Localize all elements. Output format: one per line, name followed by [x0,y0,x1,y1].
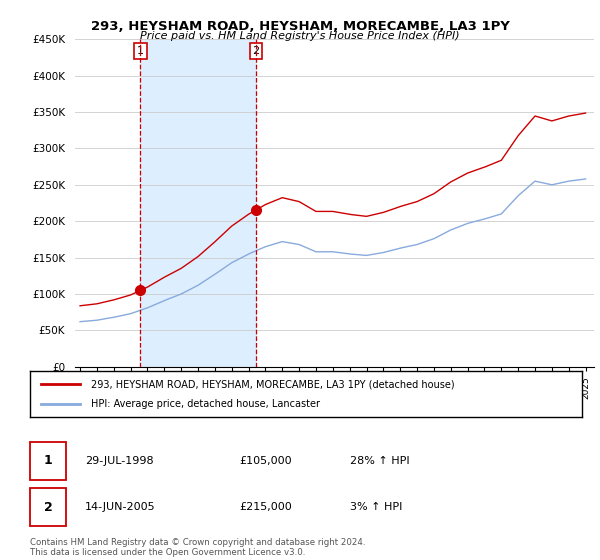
Text: 14-JUN-2005: 14-JUN-2005 [85,502,156,512]
Bar [140,39,256,367]
Text: 1: 1 [137,46,144,56]
FancyBboxPatch shape [30,442,66,479]
Text: Contains HM Land Registry data © Crown copyright and database right 2024.
This d: Contains HM Land Registry data © Crown c… [30,538,365,557]
Text: 293, HEYSHAM ROAD, HEYSHAM, MORECAMBE, LA3 1PY: 293, HEYSHAM ROAD, HEYSHAM, MORECAMBE, L… [91,20,509,32]
Text: 2: 2 [44,501,53,514]
Text: 3% ↑ HPI: 3% ↑ HPI [350,502,403,512]
Text: 1: 1 [44,454,53,467]
FancyBboxPatch shape [30,488,66,526]
Text: £215,000: £215,000 [240,502,293,512]
Text: 293, HEYSHAM ROAD, HEYSHAM, MORECAMBE, LA3 1PY (detached house): 293, HEYSHAM ROAD, HEYSHAM, MORECAMBE, L… [91,379,454,389]
Text: 28% ↑ HPI: 28% ↑ HPI [350,456,410,465]
Text: Price paid vs. HM Land Registry's House Price Index (HPI): Price paid vs. HM Land Registry's House … [140,31,460,41]
Text: 2: 2 [253,46,260,56]
Text: £105,000: £105,000 [240,456,292,465]
Text: 29-JUL-1998: 29-JUL-1998 [85,456,154,465]
Text: HPI: Average price, detached house, Lancaster: HPI: Average price, detached house, Lanc… [91,399,320,409]
